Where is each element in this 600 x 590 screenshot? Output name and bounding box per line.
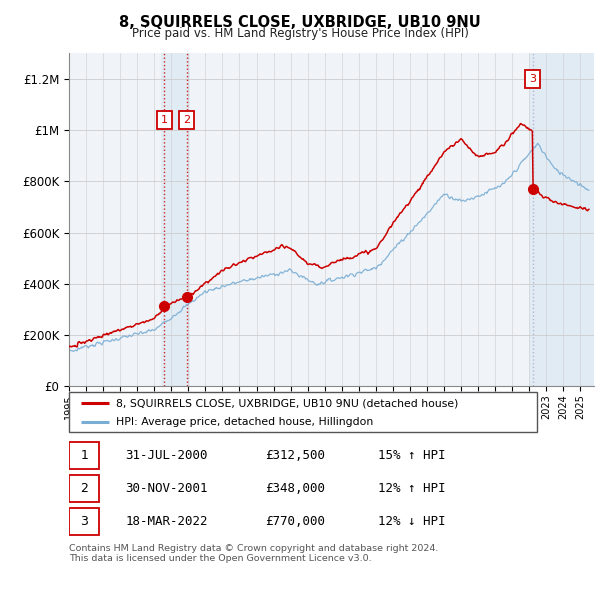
Text: £348,000: £348,000 <box>266 481 326 495</box>
Text: 12% ↓ HPI: 12% ↓ HPI <box>378 514 445 528</box>
Text: 3: 3 <box>80 514 88 528</box>
Text: 2: 2 <box>80 481 88 495</box>
Text: 31-JUL-2000: 31-JUL-2000 <box>125 448 208 462</box>
Text: 12% ↑ HPI: 12% ↑ HPI <box>378 481 445 495</box>
Text: 18-MAR-2022: 18-MAR-2022 <box>125 514 208 528</box>
Text: 1: 1 <box>80 448 88 462</box>
Text: HPI: Average price, detached house, Hillingdon: HPI: Average price, detached house, Hill… <box>116 417 373 427</box>
Bar <box>161 53 190 386</box>
Text: 15% ↑ HPI: 15% ↑ HPI <box>378 448 445 462</box>
Bar <box>69 475 100 502</box>
Bar <box>69 508 100 535</box>
Text: 2: 2 <box>184 115 190 124</box>
Bar <box>69 442 100 468</box>
Text: £770,000: £770,000 <box>266 514 326 528</box>
Text: 1: 1 <box>161 115 167 124</box>
Text: 8, SQUIRRELS CLOSE, UXBRIDGE, UB10 9NU: 8, SQUIRRELS CLOSE, UXBRIDGE, UB10 9NU <box>119 15 481 30</box>
Text: £312,500: £312,500 <box>266 448 326 462</box>
Text: 8, SQUIRRELS CLOSE, UXBRIDGE, UB10 9NU (detached house): 8, SQUIRRELS CLOSE, UXBRIDGE, UB10 9NU (… <box>116 398 458 408</box>
Text: Contains HM Land Registry data © Crown copyright and database right 2024.
This d: Contains HM Land Registry data © Crown c… <box>69 544 439 563</box>
Text: Price paid vs. HM Land Registry's House Price Index (HPI): Price paid vs. HM Land Registry's House … <box>131 27 469 40</box>
Text: 30-NOV-2001: 30-NOV-2001 <box>125 481 208 495</box>
Text: 3: 3 <box>529 74 536 84</box>
Bar <box>529 53 594 386</box>
